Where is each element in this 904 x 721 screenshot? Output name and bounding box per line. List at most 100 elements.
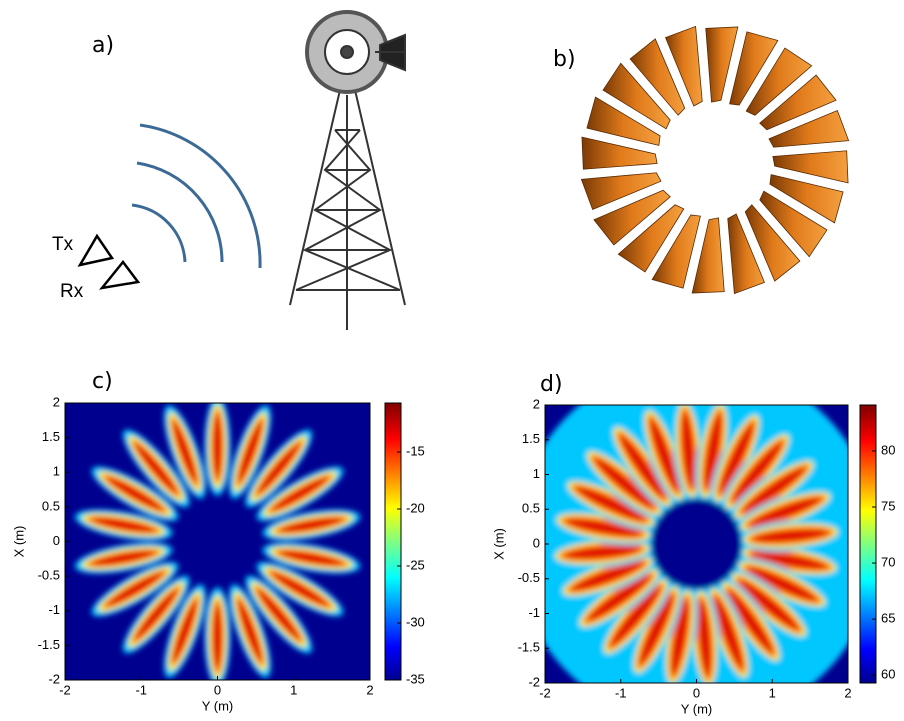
blade <box>629 38 686 116</box>
blade <box>602 62 671 130</box>
colorbar-tick-label: 60 <box>881 667 895 682</box>
y-tick-label: 2 <box>53 394 60 409</box>
y-tick-label: -0.5 <box>38 568 60 583</box>
petal <box>272 572 328 606</box>
y-tick-label: 1.5 <box>522 431 540 446</box>
petal <box>279 517 343 533</box>
panel-label: b) <box>553 47 576 72</box>
petal <box>92 550 156 566</box>
x-tick-label: 2 <box>844 685 851 700</box>
blade <box>744 204 801 282</box>
blade <box>759 190 828 258</box>
petal <box>135 443 178 494</box>
blade <box>617 204 685 273</box>
petal <box>715 597 743 669</box>
petal <box>212 414 223 479</box>
petal <box>671 599 689 675</box>
petal <box>728 590 773 653</box>
colorbar <box>859 404 877 684</box>
petal <box>610 587 661 646</box>
x-axis-label: Y (m) <box>681 701 713 716</box>
petal <box>650 419 678 491</box>
heatmap <box>545 405 848 683</box>
panel-label: d) <box>540 372 563 397</box>
colorbar-tick-label: -25 <box>406 557 425 572</box>
x-tick-label: 2 <box>366 682 373 697</box>
petal <box>719 423 754 493</box>
y-tick-label: -2 <box>48 671 60 686</box>
blade <box>705 26 739 103</box>
blade <box>727 213 765 295</box>
petal <box>620 435 665 498</box>
blade <box>759 74 837 131</box>
x-tick-label: -2 <box>539 685 551 700</box>
petal <box>212 604 223 669</box>
blade <box>768 110 850 148</box>
colorbar-tick-label: -30 <box>406 614 425 629</box>
colorbar-tick-label: -20 <box>406 500 425 515</box>
y-tick-label: -1.5 <box>38 637 60 652</box>
petal <box>732 442 783 501</box>
y-tick-label: -1 <box>528 605 540 620</box>
windmill <box>289 10 406 330</box>
y-tick-label: 1 <box>533 466 540 481</box>
y-axis-label: X (m) <box>11 526 26 558</box>
y-tick-label: -2 <box>528 674 540 689</box>
y-tick-label: 0.5 <box>42 498 60 513</box>
petal <box>576 487 646 521</box>
x-axis-label: Y (m) <box>202 698 234 713</box>
petal <box>238 421 262 483</box>
petal <box>257 443 300 494</box>
colorbar-tick-label: -35 <box>406 671 425 686</box>
antennas <box>77 233 141 290</box>
y-tick-label: 0 <box>533 535 540 550</box>
x-tick-label: 1 <box>290 682 297 697</box>
petal <box>272 477 328 511</box>
colorbar-tick-label: 75 <box>881 498 895 513</box>
petal <box>92 517 156 533</box>
blade <box>769 174 844 224</box>
y-tick-label: -1.5 <box>518 640 540 655</box>
petal <box>682 411 695 488</box>
petal <box>279 550 343 566</box>
x-tick-label: -2 <box>59 682 71 697</box>
blade <box>665 25 703 107</box>
blade <box>691 217 725 294</box>
petal <box>107 572 163 606</box>
colorbar <box>384 402 402 681</box>
x-tick-label: -1 <box>135 682 147 697</box>
petal <box>571 562 644 591</box>
petal <box>135 589 178 640</box>
ring <box>545 405 848 683</box>
petal <box>173 600 197 662</box>
panel-label: c) <box>92 369 113 394</box>
blade <box>586 96 661 146</box>
y-tick-label: -0.5 <box>518 570 540 585</box>
petal <box>257 589 300 640</box>
colorbar-tick-label: 70 <box>881 554 895 569</box>
petal <box>747 567 817 601</box>
x-tick-label: 0 <box>693 685 700 700</box>
tx-label: Tx <box>52 234 74 255</box>
petal <box>753 529 829 542</box>
y-axis-label: X (m) <box>491 528 506 560</box>
blade <box>745 47 813 116</box>
blade <box>581 136 658 170</box>
petal <box>749 497 822 526</box>
colorbar-tick-label: 65 <box>881 611 895 626</box>
petal <box>742 467 806 512</box>
petal <box>704 413 722 489</box>
petal <box>587 576 651 621</box>
petal <box>107 477 163 511</box>
rotor <box>580 25 850 295</box>
y-tick-label: 1 <box>53 464 60 479</box>
blade <box>729 31 779 106</box>
petal <box>639 595 674 665</box>
blade <box>593 189 671 246</box>
heatmap <box>74 403 361 680</box>
y-tick-label: 2 <box>533 396 540 411</box>
petal <box>594 458 654 508</box>
blade <box>651 214 701 289</box>
petal <box>564 546 640 559</box>
